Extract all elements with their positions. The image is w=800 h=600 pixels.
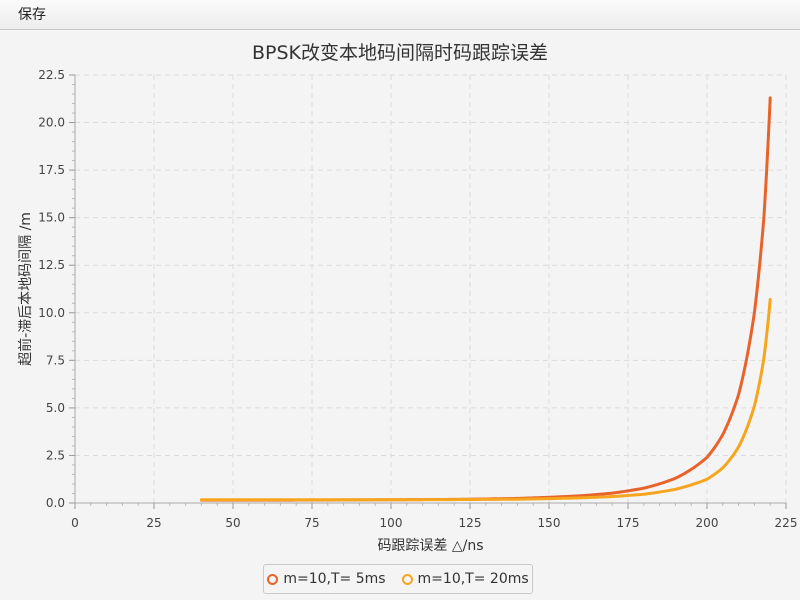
x-tick-label-5: 125 xyxy=(459,516,482,530)
x-tick-label-2: 50 xyxy=(225,516,240,530)
legend-label-series-2: m=10,T= 20ms xyxy=(417,571,529,587)
legend-entry-series-1[interactable]: m=10,T= 5ms xyxy=(267,571,386,587)
legend-marker-series-1 xyxy=(267,573,279,585)
y-axis-label: 超前-滞后本地码间隔 /m xyxy=(17,212,34,366)
x-tick-label-7: 175 xyxy=(617,516,640,530)
y-tick-label-3: 7.5 xyxy=(46,353,65,367)
series-line-2 xyxy=(199,297,772,502)
y-tick-label-2: 5.0 xyxy=(46,401,65,415)
x-tick-label-9: 225 xyxy=(775,516,798,530)
y-tick-label-7: 17.5 xyxy=(38,163,65,177)
x-tick-label-0: 0 xyxy=(71,516,79,530)
y-tick-label-5: 12.5 xyxy=(38,258,65,272)
x-tick-label-8: 200 xyxy=(696,516,719,530)
series-line-1 xyxy=(199,96,772,502)
y-tick-label-0: 0.0 xyxy=(46,496,65,510)
x-axis-label: 码跟踪误差 △/ns xyxy=(377,538,483,554)
chart-legend: m=10,T= 5ms m=10,T= 20ms xyxy=(263,564,533,594)
y-tick-label-4: 10.0 xyxy=(38,306,65,320)
x-tick-label-6: 150 xyxy=(538,516,561,530)
y-tick-label-6: 15.0 xyxy=(38,211,65,225)
y-tick-label-1: 2.5 xyxy=(46,448,65,462)
chart-title: BPSK改变本地码间隔时码跟踪误差 xyxy=(251,42,548,64)
legend-marker-series-2 xyxy=(401,573,413,585)
menu-bar: 保存 xyxy=(0,0,800,30)
chart-area: 0 25 50 75 100 125 150 175 200 225 0.0 2.5 5.0 7.5 10.… xyxy=(17,68,798,554)
x-tick-label-4: 100 xyxy=(380,516,403,530)
y-tick-label-9: 22.5 xyxy=(38,68,65,82)
legend-label-series-1: m=10,T= 5ms xyxy=(283,571,386,587)
y-tick-label-8: 20.0 xyxy=(38,116,65,130)
legend-entry-series-2[interactable]: m=10,T= 20ms xyxy=(401,571,529,587)
x-tick-label-1: 25 xyxy=(146,516,161,530)
x-tick-label-3: 75 xyxy=(304,516,319,530)
save-menu[interactable]: 保存 xyxy=(18,7,46,23)
